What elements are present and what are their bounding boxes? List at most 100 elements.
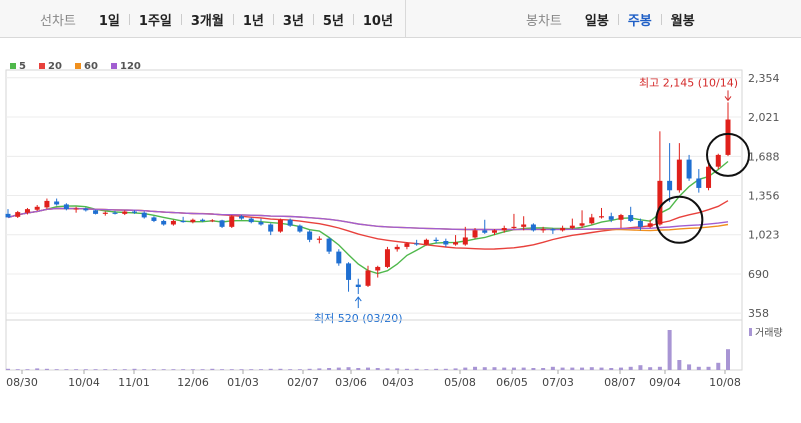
candle: [521, 216, 527, 231]
volume-bar: [142, 369, 147, 370]
candle: [540, 226, 546, 233]
volume-bar: [161, 369, 166, 370]
candle: [83, 207, 89, 212]
candle: [647, 219, 653, 229]
volume-bar: [336, 367, 341, 370]
volume-bar: [550, 366, 555, 370]
candle: [579, 210, 585, 229]
period-3y-button[interactable]: 3년: [282, 13, 304, 29]
volume-bar: [511, 367, 516, 370]
legend-label-60: 60: [84, 61, 98, 72]
volume-bar: [375, 368, 380, 370]
volume-bar: [580, 367, 585, 370]
volume-bar: [560, 367, 565, 370]
volume-bar: [609, 368, 614, 370]
volume-bar: [366, 367, 370, 370]
chart-toolbar: 선차트 1일 1주일 3개월 1년 3년 5년 10년 봉차트 일봉 주봉 월봉: [0, 0, 801, 38]
period-3m-button[interactable]: 3개월: [190, 13, 224, 29]
candle: [122, 210, 128, 216]
volume-bar: [297, 369, 302, 370]
candle: [355, 278, 361, 295]
y-tick-label: 690: [748, 268, 769, 281]
volume-bar: [385, 368, 390, 370]
ma-line-120: [7, 207, 729, 231]
volume-bar: [268, 368, 273, 370]
x-tick-label: 08/30: [6, 376, 38, 389]
candle: [5, 209, 11, 218]
y-tick-label: 1,688: [748, 150, 780, 163]
period-5y-button[interactable]: 5년: [322, 13, 344, 29]
x-tick-label: 09/04: [649, 376, 681, 389]
candle-weekly-button[interactable]: 주봉: [627, 13, 652, 29]
candle: [277, 218, 283, 233]
volume-bar: [473, 366, 478, 370]
period-1w-button[interactable]: 1주일: [138, 13, 172, 29]
volume-legend-label: 거래량: [755, 327, 783, 339]
high-annotation: 최고 2,145 (10/14): [639, 76, 738, 89]
legend-label-120: 120: [120, 61, 141, 72]
volume-bar: [327, 368, 332, 370]
highlight-circle: [706, 132, 750, 177]
volume-bar: [482, 367, 487, 370]
line-chart-group: 선차트 1일 1주일 3개월 1년 3년 5년 10년: [40, 0, 402, 38]
candle: [141, 211, 147, 219]
volume-bar: [443, 368, 448, 370]
volume-bar: [44, 368, 49, 370]
x-tick-label: 04/03: [382, 376, 414, 389]
legend-swatch-20: [39, 63, 45, 69]
volume-bar: [618, 367, 623, 370]
candle: [482, 219, 488, 234]
x-tick-label: 10/08: [709, 376, 741, 389]
y-tick-label: 2,354: [748, 72, 780, 85]
volume-bar: [249, 369, 254, 370]
x-tick-label: 02/07: [287, 376, 319, 389]
volume-bar: [502, 367, 507, 370]
volume-bar: [531, 368, 536, 370]
volume-bar: [288, 369, 293, 370]
volume-bar: [113, 369, 118, 370]
candle: [34, 205, 40, 211]
candle: [706, 164, 712, 191]
volume-bar: [74, 369, 79, 370]
period-1d-button[interactable]: 1일: [98, 13, 120, 29]
candle: [161, 219, 167, 226]
y-tick-label: 1,023: [748, 229, 780, 242]
candle: [384, 246, 390, 269]
candle: [102, 211, 108, 216]
candle: [628, 206, 634, 223]
candle: [404, 242, 410, 250]
volume-bar: [190, 369, 195, 370]
volume-bar: [434, 368, 439, 370]
candle: [414, 239, 420, 246]
volume-bar: [239, 369, 244, 370]
low-annotation: 최저 520 (03/20): [314, 312, 403, 325]
candle: [511, 213, 517, 230]
volume-bar: [220, 369, 225, 370]
candle: [491, 229, 497, 236]
candle: [696, 169, 702, 193]
y-tick-label: 358: [748, 307, 769, 320]
candle-monthly-button[interactable]: 월봉: [670, 13, 695, 29]
candle: [453, 235, 459, 246]
legend-swatch-60: [75, 63, 81, 69]
legend-label-20: 20: [48, 61, 62, 72]
candle: [375, 265, 381, 278]
candle: [24, 207, 30, 215]
volume-bar: [414, 368, 419, 370]
candle: [131, 210, 137, 214]
y-tick-label: 2,021: [748, 111, 780, 124]
candle: [443, 238, 449, 247]
candle: [63, 203, 69, 211]
candle: [599, 207, 605, 219]
period-1y-button[interactable]: 1년: [242, 13, 264, 29]
candle: [326, 237, 332, 254]
volume-bar: [696, 366, 701, 370]
volume-bar: [103, 369, 108, 370]
candle-daily-button[interactable]: 일봉: [584, 13, 609, 29]
volume-legend-swatch: [749, 328, 752, 336]
candle: [209, 219, 215, 223]
legend-swatch-5: [10, 63, 16, 69]
period-10y-button[interactable]: 10년: [362, 13, 393, 29]
volume-bar: [521, 367, 526, 370]
candle: [297, 224, 303, 233]
